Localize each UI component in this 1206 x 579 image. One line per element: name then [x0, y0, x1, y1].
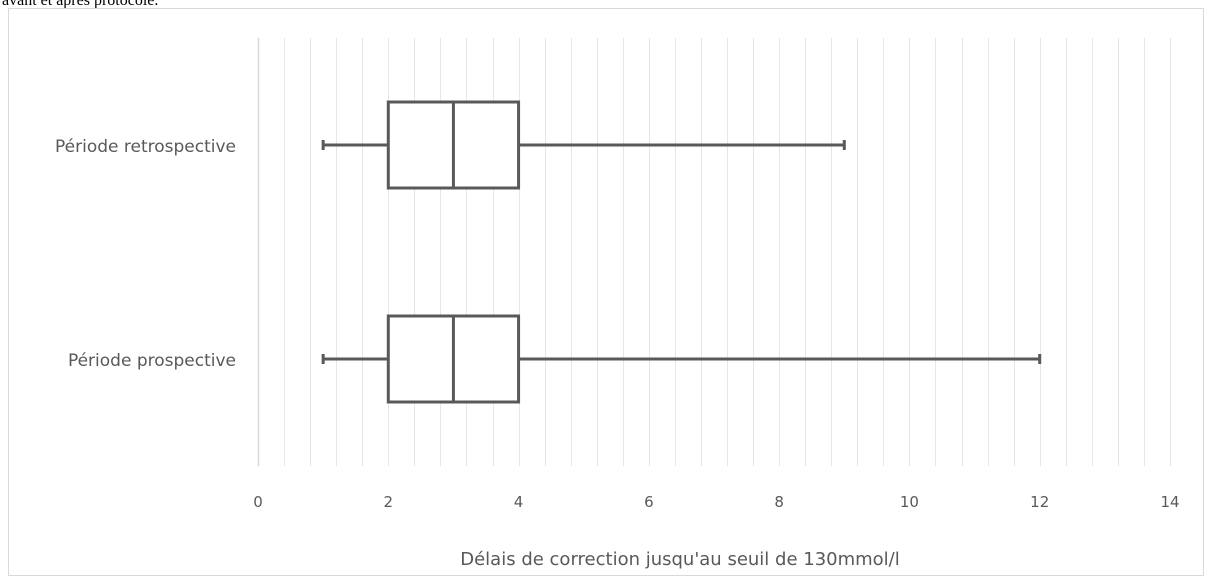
chart-frame: [8, 8, 1204, 576]
x-tick-label: 14: [1160, 493, 1179, 511]
x-axis: 0 2 4 6 8 10 12 14: [253, 38, 1180, 511]
x-tick-label: 8: [774, 493, 784, 511]
x-tick-label: 6: [644, 493, 654, 511]
x-tick-label: 2: [384, 493, 394, 511]
box-prospective: [321, 314, 1042, 404]
figure-caption: avant et après protocole.: [2, 0, 159, 9]
category-label: Période retrospective: [55, 137, 236, 157]
category-label: Période prospective: [68, 351, 236, 371]
x-tick-label: 10: [900, 493, 919, 511]
x-tick-label: 0: [253, 493, 263, 511]
box-retrospective: [321, 100, 846, 190]
x-tick-label: 4: [514, 493, 524, 511]
boxes: [321, 100, 1042, 404]
x-axis-title: Délais de correction jusqu'au seuil de 1…: [460, 549, 900, 570]
category-labels: Période retrospective Période prospective: [55, 137, 236, 371]
x-tick-label: 12: [1030, 493, 1049, 511]
